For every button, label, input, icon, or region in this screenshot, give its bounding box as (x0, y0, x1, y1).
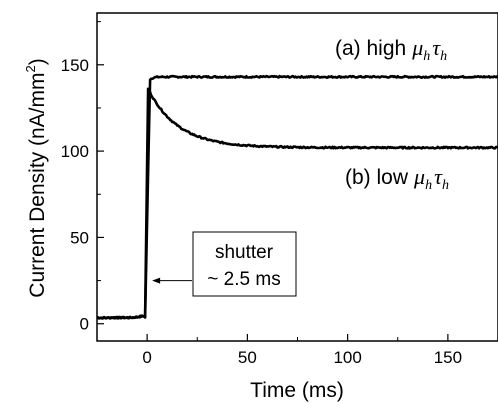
series-a-mu-sub: h (423, 49, 430, 64)
axis-ticks (96, 21, 498, 341)
x-tick-labels: 0 50 100 150 (142, 348, 462, 367)
series-a-tau: τ (432, 35, 441, 60)
series-a-label: (a) high μhτh (335, 35, 447, 64)
series-b-mu-sub: h (425, 178, 432, 193)
x-tick-label: 150 (434, 348, 462, 367)
shutter-annotation-line1: shutter (215, 242, 274, 263)
y-tick-labels: 0 50 100 150 (61, 56, 89, 334)
series-a-line (96, 74, 498, 320)
series-a-mu: μ (411, 35, 423, 60)
x-axis-label: Time (ms) (250, 379, 344, 402)
series-b-label-prefix: (b) low (345, 166, 409, 189)
series-b-line (96, 87, 498, 320)
y-tick-label: 50 (70, 228, 89, 247)
shutter-annotation-box (192, 231, 297, 297)
x-tick-label: 0 (142, 348, 151, 367)
y-axis-label: Current Density (nA/mm2) (23, 58, 49, 297)
y-tick-label: 150 (61, 56, 89, 75)
y-axis-label-main: Current Density (nA/mm (26, 73, 49, 298)
y-axis-label-sup: 2 (23, 65, 38, 72)
series-a-tau-sub: h (440, 49, 447, 64)
y-tick-label: 100 (61, 142, 89, 161)
shutter-arrow-head (152, 277, 161, 284)
series-b-tau-sub: h (442, 178, 449, 193)
series-a-label-prefix: (a) high (335, 37, 406, 60)
y-tick-label: 0 (80, 315, 89, 334)
series-group (96, 74, 498, 320)
series-b-mu: μ (413, 164, 425, 189)
y-axis-label-group: Current Density (nA/mm2) (23, 58, 49, 297)
x-tick-label: 50 (238, 348, 257, 367)
y-axis-label-close: ) (26, 58, 49, 65)
series-b-label: (b) low μhτh (345, 164, 449, 193)
x-tick-label: 100 (333, 348, 361, 367)
series-b-tau: τ (434, 164, 443, 189)
shutter-annotation-line2: ~ 2.5 ms (207, 269, 280, 290)
